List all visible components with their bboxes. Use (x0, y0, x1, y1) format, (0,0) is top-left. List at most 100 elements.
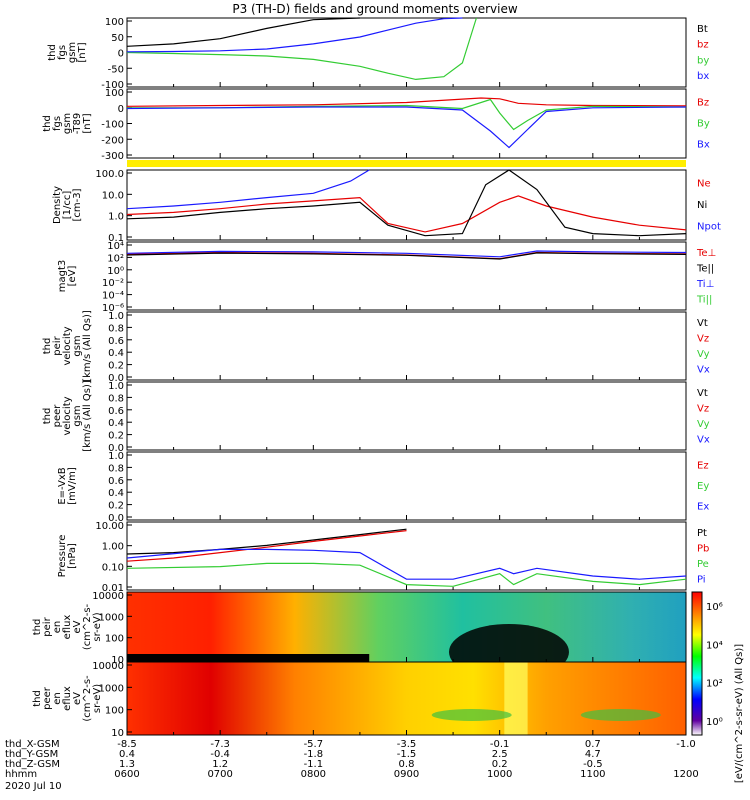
panel-fgs-gsm: 100 50 0 -50 -100 thd fgs gsm [nT] Bt bz by bx (47, 17, 709, 91)
footer-value: 1.2 (212, 759, 228, 770)
y-axis-label: gsm (62, 113, 73, 134)
legend-entry: Ne (697, 179, 711, 190)
y-tick-label: 1.0 (108, 212, 124, 223)
footer-row-label: thd_X-GSM (5, 739, 60, 750)
y-tick-label: 10 (111, 655, 124, 666)
footer-value: -3.5 (397, 739, 417, 750)
y-axis-label: fgs (57, 45, 68, 60)
y-axis-label: thd (42, 408, 53, 425)
footer-value: -1.1 (304, 759, 324, 770)
footer-row-label: hhmm (5, 769, 37, 780)
series-pressure-Pt (126, 528, 407, 555)
legend-entry: Npot (697, 221, 721, 232)
y-tick-label: 100 (105, 17, 124, 28)
y-tick-label: 10⁻⁴ (102, 291, 124, 302)
footer-value: -0.4 (210, 749, 230, 760)
spectrogram-bright-stripe (504, 662, 528, 735)
y-tick-label: 0.6 (108, 406, 124, 417)
y-axis-label: eflux (62, 615, 73, 640)
y-axis-label: gsm (67, 42, 78, 63)
series-fgs-gsm-t89-Bx (126, 106, 687, 149)
footer-value: -0.5 (583, 759, 603, 770)
y-tick-label: 0.2 (108, 431, 124, 442)
y-tick-label: 10000 (92, 591, 124, 602)
legend-entry: Bx (697, 140, 710, 151)
panel-fgs-gsm-t89: 100 0 -100 -200 -300 thd fgs gsm -T89 [nT] Bz By Bx (42, 88, 710, 162)
legend-entry: Ez (697, 460, 709, 471)
y-axis-label: eV (72, 620, 83, 633)
panel-peir-velocity: 1.00.8 0.60.4 0.20.0 thd peir velocity gsm [km/… (42, 310, 710, 384)
y-tick-label: 0.1 (108, 233, 124, 244)
panel-frame (126, 169, 687, 241)
y-axis-label: [nPa] (67, 543, 78, 569)
panel-peer-eflux: 10000 1000 100 10 thd peer en eflux eV (cm^2-s-sr… (32, 661, 687, 739)
y-axis-label: eflux (62, 686, 73, 711)
footer-value: -5.7 (304, 739, 324, 750)
y-tick-label: 100.0 (95, 169, 124, 180)
panel-frame (126, 381, 687, 451)
y-tick-label: -300 (101, 151, 124, 162)
legend-entry: Vt (697, 318, 708, 329)
panel-frame (126, 88, 687, 159)
footer-value: -1.8 (304, 749, 324, 760)
footer-value: 0800 (301, 769, 326, 780)
y-axis-label: [mV/m] (67, 467, 78, 505)
panel-peir-eflux: 10000 1000 100 10 thd peir en eflux eV (cm^2-s-sr… (32, 591, 687, 680)
legend-entry: Pt (697, 528, 707, 539)
footer-value: 4.7 (585, 749, 601, 760)
legend-entry: Vx (697, 434, 710, 445)
panel-frame (126, 311, 687, 381)
y-tick-label: 1.00 (102, 542, 124, 553)
series-fgs-gsm-bx (126, 17, 463, 53)
y-tick-label: 10000 (92, 661, 124, 672)
legend-entry: Vt (697, 388, 708, 399)
spectrogram-green-band (580, 709, 661, 721)
footer-date: 2020 Jul 10 (5, 781, 62, 792)
panel-efield: 1.00.8 0.60.4 0.20.0 E=-VxB [mV/m] Ez Ey Ex (57, 451, 709, 524)
y-tick-label: 10⁴ (107, 241, 124, 252)
y-tick-label: 0.8 (108, 463, 124, 474)
series-pressure-Pi (126, 548, 687, 580)
legend-entry: By (697, 119, 710, 130)
y-axis-label: thd (32, 690, 43, 707)
y-axis-label: thd (32, 619, 43, 636)
y-tick-label: 0.2 (108, 501, 124, 512)
legend-entry: Ex (697, 502, 709, 513)
y-tick-label: 1.0 (108, 451, 124, 462)
y-tick-label: 10.0 (102, 190, 124, 201)
y-axis-label: gsm (72, 405, 83, 426)
y-axis-label: [eV] (67, 266, 78, 287)
legend-entry: Bz (697, 98, 709, 109)
y-axis-label: peer (52, 404, 63, 428)
y-tick-label: 0.0 (108, 373, 124, 384)
y-axis-label: [km/s (All Qs)] (82, 380, 93, 452)
y-tick-label: 10.00 (95, 521, 124, 532)
y-axis-label: gsm (72, 335, 83, 356)
footer-value: 1100 (580, 769, 605, 780)
footer-value: 0600 (114, 769, 139, 780)
footer-value: 0700 (207, 769, 232, 780)
legend-entry: Te⊥ (696, 248, 716, 259)
y-tick-label: 1000 (99, 612, 124, 623)
y-axis-label: E=-VxB (57, 467, 68, 504)
y-tick-label: 0.0 (108, 513, 124, 524)
y-tick-label: -50 (108, 64, 124, 75)
spectrogram-low-energy-band (127, 654, 370, 662)
series-temperature-Ti⊥ (126, 250, 687, 258)
y-axis-label: peer (42, 686, 53, 710)
y-axis-label: peir (42, 616, 53, 636)
y-axis-label: en (52, 692, 63, 705)
spectrogram-green-band (431, 709, 512, 721)
y-tick-label: 100 (105, 706, 124, 717)
y-axis-label: velocity (62, 396, 73, 435)
y-tick-label: -100 (101, 80, 124, 91)
y-tick-label: 100 (105, 634, 124, 645)
y-axis-label: thd (47, 44, 58, 61)
y-axis-label: [nT] (77, 42, 88, 62)
y-tick-label: 0.2 (108, 361, 124, 372)
y-axis-label: [nT] (82, 113, 93, 133)
series-temperature-Te|| (126, 252, 687, 260)
y-tick-label: 0.8 (108, 323, 124, 334)
